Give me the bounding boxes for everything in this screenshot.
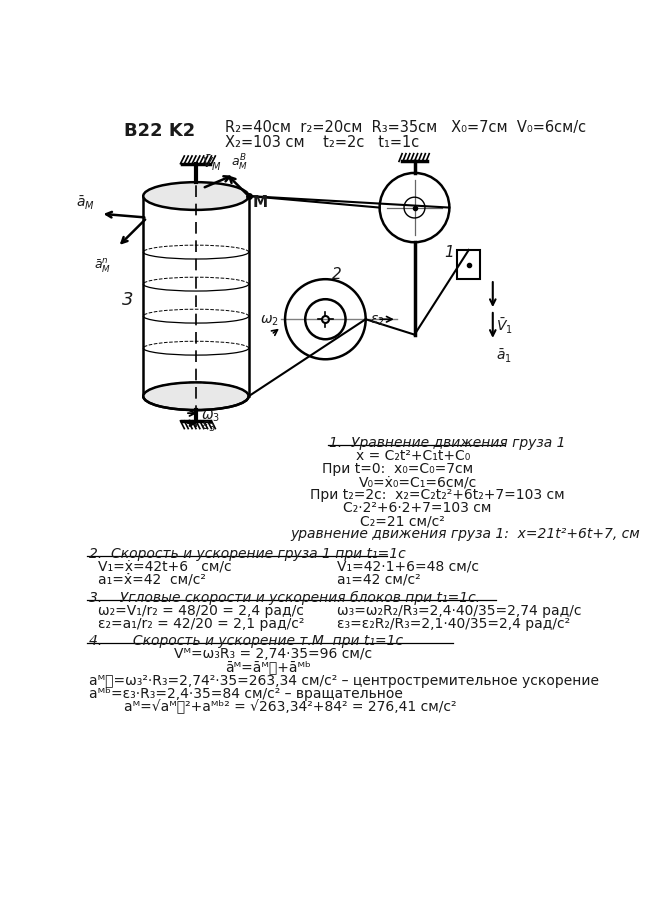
Ellipse shape	[143, 183, 249, 210]
Text: 4.       Скорость и ускорение т.М  при t₁=1c: 4. Скорость и ускорение т.М при t₁=1c	[89, 634, 403, 647]
Text: R₂=40см  r₂=20см  R₃=35см   X₀=7см  V₀=6см/с: R₂=40см r₂=20см R₃=35см X₀=7см V₀=6см/с	[225, 120, 586, 135]
Text: $\varepsilon_3$: $\varepsilon_3$	[202, 419, 216, 433]
Text: 1.  Уравнение движения груза 1: 1. Уравнение движения груза 1	[330, 435, 566, 449]
Text: āᴹ=āᴹᶏ+āᴹᵇ: āᴹ=āᴹᶏ+āᴹᵇ	[225, 660, 311, 674]
Text: a₁=42 см/с²: a₁=42 см/с²	[337, 573, 421, 586]
Text: $\omega_3$: $\omega_3$	[202, 409, 220, 424]
Text: 1: 1	[445, 245, 454, 260]
Text: ε₃=ε₂R₂/R₃=2,1·40/35=2,4 рад/c²: ε₃=ε₂R₂/R₃=2,1·40/35=2,4 рад/c²	[337, 616, 570, 630]
Text: $\omega_2$: $\omega_2$	[260, 313, 279, 328]
Text: aᴹᵇ=ε₃·R₃=2,4·35=84 см/c² – вращательное: aᴹᵇ=ε₃·R₃=2,4·35=84 см/c² – вращательное	[89, 686, 403, 700]
Text: 2: 2	[332, 266, 341, 282]
Text: $\bar{a}_1$: $\bar{a}_1$	[496, 348, 512, 365]
Bar	[457, 251, 480, 280]
Text: V₁=ẋ=42t+6   см/с: V₁=ẋ=42t+6 см/с	[98, 559, 232, 573]
Ellipse shape	[143, 383, 249, 411]
Text: $a^B_M$: $a^B_M$	[231, 153, 248, 173]
Text: aᴹ=√aᴹᶏ²+aᴹᵇ² = √263,34²+84² = 276,41 см/c²: aᴹ=√aᴹᶏ²+aᴹᵇ² = √263,34²+84² = 276,41 см…	[124, 699, 456, 713]
Text: Vᴹ=ω₃R₃ = 2,74·35=96 см/c: Vᴹ=ω₃R₃ = 2,74·35=96 см/c	[174, 647, 372, 661]
Text: При t=0:  x₀=C₀=7см: При t=0: x₀=C₀=7см	[322, 461, 473, 475]
Text: V₀=ẋ₀=C₁=6см/с: V₀=ẋ₀=C₁=6см/с	[359, 474, 477, 489]
Text: $\bar{V}_M$: $\bar{V}_M$	[202, 154, 222, 172]
Text: V₁=42·1+6=48 см/с: V₁=42·1+6=48 см/с	[337, 559, 479, 573]
Text: 3.    Угловые скорости и ускорения блоков при t₁=1c.: 3. Угловые скорости и ускорения блоков п…	[89, 590, 480, 604]
Text: $\varepsilon_2$: $\varepsilon_2$	[370, 313, 384, 328]
Text: a₁=ẋ̇=42  см/с²: a₁=ẋ̇=42 см/с²	[98, 573, 206, 586]
Text: $\bar{a}_M$: $\bar{a}_M$	[76, 195, 95, 212]
Text: 2.  Скорость и ускорение груза 1 при t₁=1c: 2. Скорость и ускорение груза 1 при t₁=1…	[89, 546, 406, 560]
Text: C₂=21 см/с²: C₂=21 см/с²	[360, 514, 445, 527]
Text: $\bar{a}^n_M$: $\bar{a}^n_M$	[94, 256, 112, 275]
Text: ω₂=V₁/r₂ = 48/20 = 2,4 рад/c: ω₂=V₁/r₂ = 48/20 = 2,4 рад/c	[98, 603, 304, 617]
Text: M: M	[252, 195, 268, 210]
Text: B22 K2: B22 K2	[124, 122, 195, 140]
Text: $\bar{V}_1$: $\bar{V}_1$	[496, 317, 513, 336]
Text: При t₂=2c:  x₂=C₂t₂²+6t₂+7=103 см: При t₂=2c: x₂=C₂t₂²+6t₂+7=103 см	[310, 488, 564, 501]
Text: aᴹᶏ=ω₃²·R₃=2,74²·35=263,34 см/c² – центростремительное ускорение: aᴹᶏ=ω₃²·R₃=2,74²·35=263,34 см/c² – центр…	[89, 673, 599, 687]
Text: x = C₂t²+C₁t+C₀: x = C₂t²+C₁t+C₀	[356, 448, 471, 462]
Text: X₂=103 см    t₂=2c   t₁=1c: X₂=103 см t₂=2c t₁=1c	[225, 135, 419, 150]
Text: ε₂=a₁/r₂ = 42/20 = 2,1 рад/c²: ε₂=a₁/r₂ = 42/20 = 2,1 рад/c²	[98, 616, 305, 630]
Text: 3: 3	[122, 291, 133, 309]
Text: уравнение движения груза 1:  x=21t²+6t+7, см: уравнение движения груза 1: x=21t²+6t+7,…	[291, 526, 640, 541]
Text: C₂·2²+6·2+7=103 см: C₂·2²+6·2+7=103 см	[343, 500, 491, 515]
Text: ω₃=ω₂R₂/R₃=2,4·40/35=2,74 рад/c: ω₃=ω₂R₂/R₃=2,4·40/35=2,74 рад/c	[337, 603, 582, 617]
